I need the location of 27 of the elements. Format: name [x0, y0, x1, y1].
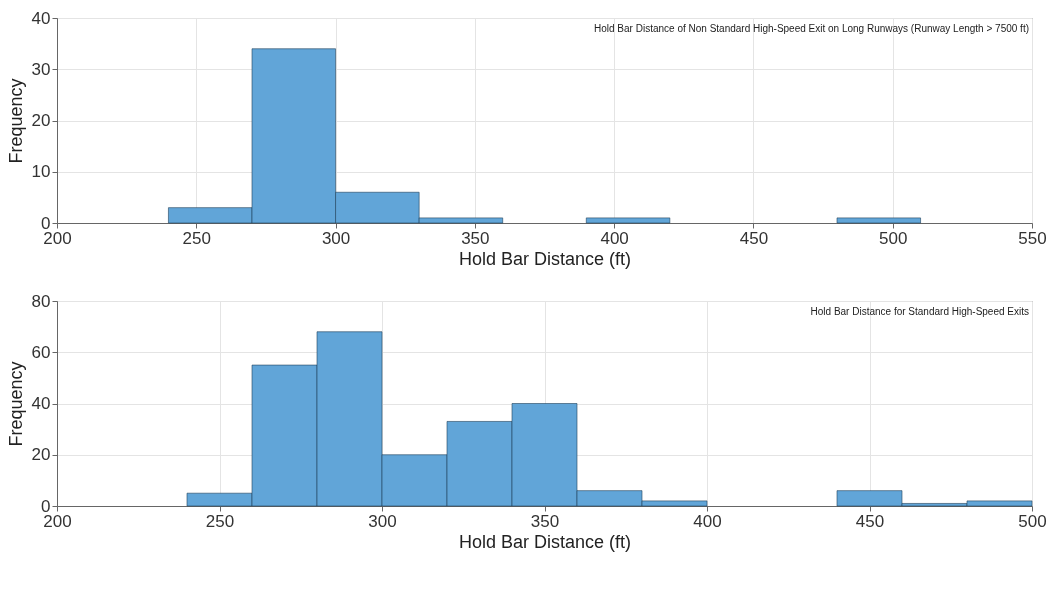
y-tick-label: 80 — [31, 291, 51, 311]
x-tick-label: 550 — [1018, 228, 1047, 248]
x-tick-label: 300 — [321, 228, 351, 248]
annotation: Hold Bar Distance of Non Standard High-Speed Exit on Long Runways (Runway Length > 7500 ft) — [594, 23, 1029, 34]
x-tick-label: 350 — [530, 511, 560, 531]
y-tick-label: 40 — [31, 394, 51, 413]
x-tick-label: 350 — [461, 228, 490, 248]
x-tick-label: 400 — [600, 228, 629, 248]
x-tick-label: 300 — [368, 511, 397, 531]
y-tick-label: 20 — [31, 445, 51, 465]
annotation: Hold Bar Distance for Standard High-Speed Exits — [810, 306, 1029, 317]
y-axis-title: Frequency — [5, 361, 26, 447]
x-tick-label: 450 — [855, 511, 885, 531]
x-tick-label: 500 — [879, 228, 908, 248]
x-axis-title: Hold Bar Distance (ft) — [458, 248, 632, 269]
y-tick-label: 40 — [31, 8, 51, 28]
y-tick-label: 20 — [31, 111, 51, 130]
x-tick-label: 250 — [182, 228, 211, 248]
x-tick-label: 500 — [1018, 511, 1047, 531]
x-tick-label: 400 — [693, 511, 722, 531]
x-tick-label: 450 — [739, 228, 769, 248]
y-tick-label: 10 — [31, 162, 51, 182]
x-axis-title: Hold Bar Distance (ft) — [458, 531, 632, 552]
y-tick-label: 60 — [31, 342, 51, 362]
y-tick-label: 30 — [31, 59, 51, 79]
y-axis-title: Frequency — [5, 78, 26, 164]
x-tick-label: 250 — [205, 511, 235, 531]
